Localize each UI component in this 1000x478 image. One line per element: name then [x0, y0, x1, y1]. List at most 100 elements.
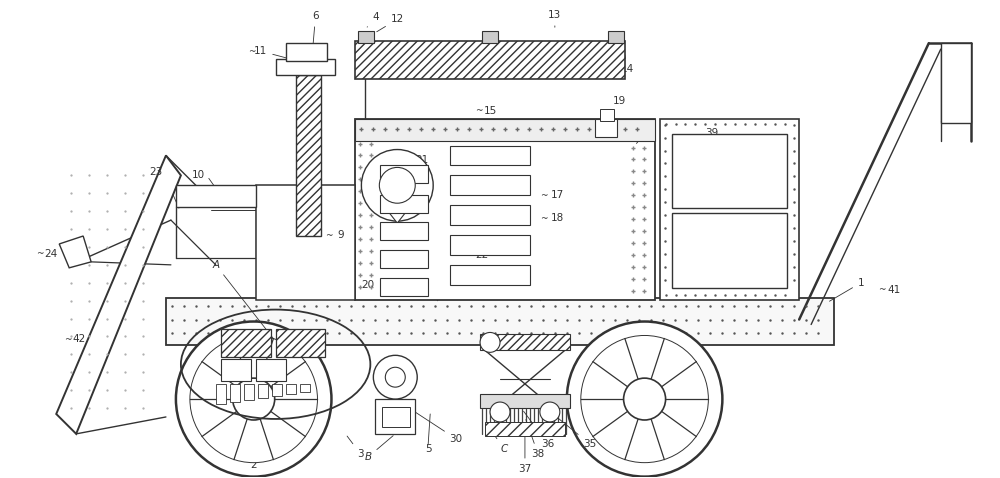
Text: 24: 24: [45, 249, 58, 259]
Bar: [256, 359, 286, 381]
Bar: [230, 384, 240, 402]
Text: 3: 3: [347, 436, 364, 459]
Text: 23: 23: [149, 167, 163, 177]
Bar: [660, 119, 799, 300]
Bar: [286, 384, 296, 394]
Bar: [480, 335, 570, 350]
Text: 38: 38: [526, 420, 545, 459]
Text: B: B: [365, 435, 393, 462]
Text: ~: ~: [465, 250, 472, 260]
Text: 5: 5: [425, 444, 432, 454]
Text: 22: 22: [475, 250, 489, 260]
Bar: [450, 205, 530, 225]
Circle shape: [624, 378, 666, 420]
Circle shape: [361, 150, 433, 221]
Bar: [380, 195, 428, 213]
Bar: [300, 384, 310, 392]
Circle shape: [385, 367, 405, 387]
Text: C: C: [492, 431, 508, 454]
Text: ~: ~: [248, 46, 256, 55]
Text: ~: ~: [878, 285, 886, 294]
Bar: [286, 43, 327, 61]
Bar: [276, 329, 325, 358]
Polygon shape: [383, 205, 411, 223]
Bar: [380, 250, 428, 268]
Text: 21: 21: [399, 155, 429, 184]
Text: 18: 18: [551, 213, 564, 223]
Bar: [166, 298, 834, 346]
Text: 16: 16: [636, 126, 654, 143]
Bar: [355, 41, 625, 79]
Bar: [380, 222, 428, 240]
Text: 39: 39: [696, 128, 718, 147]
Text: 20: 20: [361, 280, 374, 290]
Bar: [216, 384, 226, 404]
Bar: [258, 384, 268, 398]
Bar: [450, 145, 530, 165]
Bar: [672, 213, 787, 288]
Circle shape: [480, 333, 500, 352]
Text: 13: 13: [548, 11, 561, 27]
Text: 10: 10: [192, 170, 205, 180]
Text: ~: ~: [540, 191, 548, 200]
Bar: [672, 134, 787, 208]
Bar: [358, 31, 374, 43]
Bar: [482, 31, 498, 43]
Bar: [276, 59, 335, 75]
Bar: [355, 119, 655, 300]
Circle shape: [540, 402, 560, 422]
Bar: [272, 384, 282, 396]
Text: 12: 12: [377, 14, 404, 32]
Polygon shape: [59, 236, 91, 268]
Circle shape: [379, 167, 415, 203]
Bar: [296, 75, 321, 236]
Bar: [176, 185, 256, 207]
Text: ~: ~: [325, 230, 332, 239]
Text: 42: 42: [73, 335, 86, 345]
Bar: [608, 31, 624, 43]
Circle shape: [567, 322, 722, 477]
Text: 4: 4: [367, 12, 379, 27]
Bar: [480, 394, 570, 408]
Circle shape: [581, 336, 708, 463]
Text: 40: 40: [755, 252, 774, 265]
Bar: [375, 399, 415, 434]
Bar: [221, 329, 271, 358]
Text: 15: 15: [483, 106, 497, 116]
Bar: [485, 422, 565, 436]
Text: 37: 37: [518, 432, 532, 474]
Bar: [941, 43, 971, 123]
Circle shape: [176, 322, 331, 477]
Bar: [450, 265, 530, 285]
Text: 11: 11: [254, 46, 288, 58]
Text: 25: 25: [691, 280, 704, 290]
Text: 1: 1: [829, 278, 864, 301]
Polygon shape: [56, 155, 181, 434]
Text: A: A: [212, 260, 284, 352]
Text: ~: ~: [64, 335, 71, 344]
Text: 41: 41: [887, 285, 901, 295]
Bar: [380, 278, 428, 296]
Bar: [380, 165, 428, 184]
Text: 17: 17: [551, 190, 564, 200]
Text: 36: 36: [524, 411, 554, 449]
Bar: [595, 119, 617, 137]
Circle shape: [373, 355, 417, 399]
Bar: [221, 359, 251, 381]
Text: 9: 9: [337, 230, 344, 240]
Text: 14: 14: [621, 42, 634, 74]
Bar: [450, 175, 530, 195]
Circle shape: [490, 402, 510, 422]
Text: ~: ~: [475, 106, 482, 115]
Text: 2: 2: [250, 454, 257, 470]
Bar: [382, 407, 410, 427]
Circle shape: [233, 378, 275, 420]
Text: ~: ~: [36, 250, 43, 259]
Text: ~: ~: [680, 280, 687, 289]
Bar: [600, 109, 614, 120]
Text: 30: 30: [398, 401, 463, 444]
Circle shape: [190, 336, 317, 463]
Bar: [355, 119, 655, 141]
Text: 35: 35: [555, 416, 596, 449]
Text: 19: 19: [608, 96, 626, 112]
